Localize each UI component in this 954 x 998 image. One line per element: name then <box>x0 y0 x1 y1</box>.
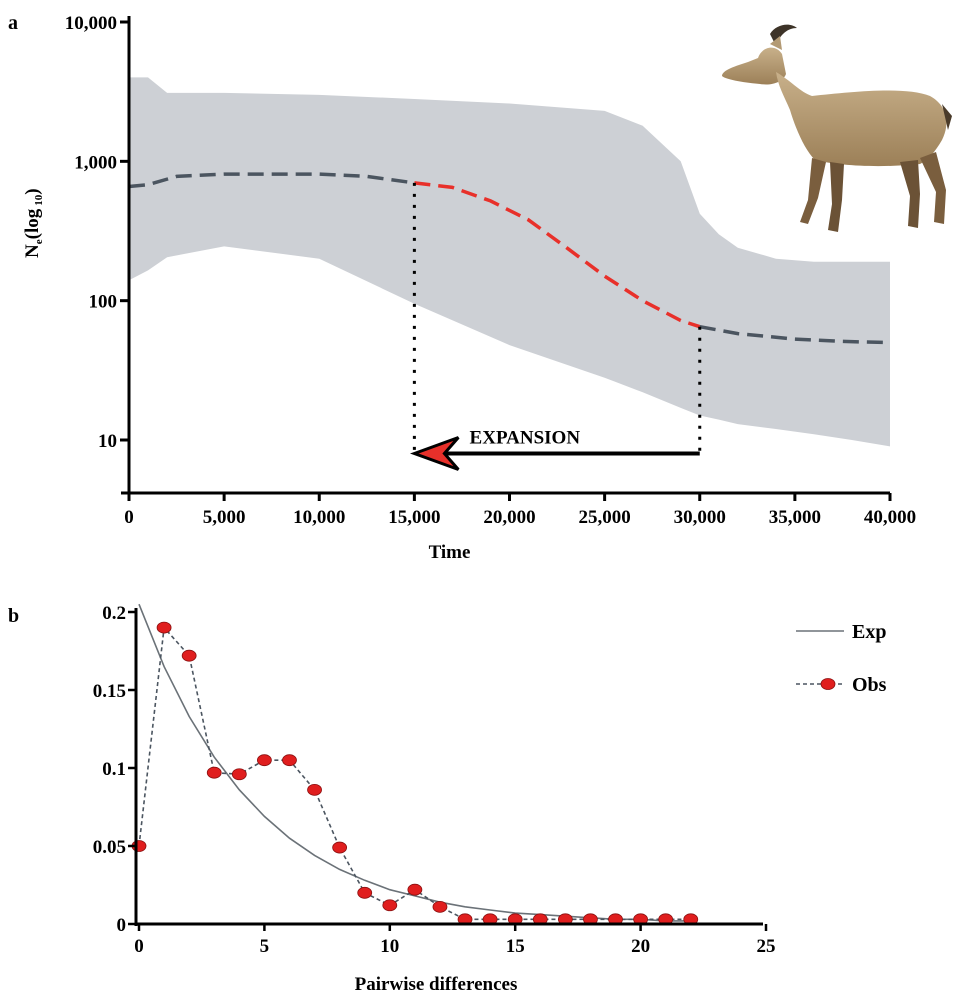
obs-point <box>332 841 348 854</box>
obs-point <box>181 649 197 662</box>
ibex-tail <box>942 104 952 130</box>
obs-point <box>357 886 373 899</box>
x-tick-label: 30,000 <box>674 507 726 528</box>
x-tick-label: 25,000 <box>579 507 631 528</box>
y-tick-label: 1,000 <box>74 152 117 173</box>
mismatch-distribution-lines <box>131 603 699 926</box>
obs-point <box>231 768 247 781</box>
expansion-label: EXPANSION <box>470 428 581 449</box>
ibex-body <box>776 72 947 167</box>
obs-point <box>407 883 423 896</box>
panel-b-axes: 0 5 10 15 20 25 0 0.05 0.1 0.15 0.2 <box>93 603 776 957</box>
ibex-illustration <box>722 24 952 232</box>
y-tick-label-b: 0.2 <box>102 603 126 624</box>
ibex-front-leg-left <box>800 158 826 224</box>
x-axis-label: Time <box>429 542 471 563</box>
obs-line <box>138 625 691 921</box>
x-tick-label-b: 5 <box>260 936 270 957</box>
panel-label-b: b <box>8 605 19 627</box>
obs-point <box>156 621 172 634</box>
panel-a-axes: 0 5,000 10,000 15,000 20,000 25,000 30,000 35,0… <box>65 13 916 528</box>
obs-point <box>206 766 222 779</box>
x-tick-label: 15,000 <box>388 507 440 528</box>
y-tick-label-b: 0 <box>117 915 127 936</box>
y-label-sub: e <box>33 239 45 244</box>
ibex-head <box>722 47 786 85</box>
x-tick-label-b: 20 <box>631 936 650 957</box>
y-label-main: N <box>22 244 43 258</box>
confidence-band-area <box>129 77 890 447</box>
panel-label-a: a <box>8 12 18 34</box>
ibex-hind-leg-right <box>920 152 946 224</box>
obs-point <box>307 783 322 796</box>
x-tick-label-b: 25 <box>757 936 776 957</box>
y-label-sub2: 10 <box>33 194 45 206</box>
x-axis-label-b: Pairwise differences <box>355 974 518 995</box>
obs-point <box>256 754 272 767</box>
x-tick-label-b: 0 <box>134 936 144 957</box>
y-tick-label-b: 0.15 <box>93 681 126 702</box>
panel-b-chart: 0 5 10 15 20 25 0 0.05 0.1 0.15 0.2 Pairwise diffe… <box>93 603 887 995</box>
y-tick-label: 100 <box>89 292 118 313</box>
x-tick-label-b: 10 <box>380 936 399 957</box>
y-tick-label: 10 <box>98 431 117 452</box>
exp-line <box>138 603 691 922</box>
ibex-ear <box>770 36 782 50</box>
y-axis-label: Ne(log 10) <box>22 188 45 258</box>
x-tick-label-b: 15 <box>506 936 525 957</box>
x-tick-label: 0 <box>124 507 134 528</box>
population-size-lines <box>128 172 891 345</box>
y-tick-label-b: 0.05 <box>93 837 126 858</box>
obs-point <box>282 754 297 767</box>
ne-line-segment-0 <box>128 172 415 189</box>
confidence-band <box>129 77 890 447</box>
legend-exp-label: Exp <box>852 621 886 643</box>
ibex-hind-leg-left <box>900 160 920 228</box>
x-tick-label: 10,000 <box>293 507 345 528</box>
obs-point <box>432 900 448 913</box>
expansion-arrow-head <box>409 436 460 471</box>
ne-line-segment-1 <box>414 181 701 329</box>
x-tick-label: 5,000 <box>203 507 246 528</box>
y-label-close: ) <box>22 188 43 194</box>
ibex-front-leg-right <box>828 162 844 232</box>
panel-a-chart: EXPANSION 0 5,000 10,000 15,000 20,000 25,000… <box>22 13 916 563</box>
x-tick-label: 35,000 <box>769 507 821 528</box>
x-tick-label: 20,000 <box>483 507 535 528</box>
expansion-annotation: EXPANSION <box>409 182 702 471</box>
y-tick-label: 10,000 <box>65 13 117 34</box>
ne-line-segment-2 <box>699 324 891 345</box>
y-tick-label-b: 0.1 <box>102 759 126 780</box>
x-tick-label: 40,000 <box>864 507 916 528</box>
y-label-rest: (log <box>22 208 43 239</box>
legend-obs-marker <box>820 678 836 690</box>
legend-obs-label: Obs <box>852 674 887 696</box>
legend: Exp Obs <box>796 621 887 696</box>
obs-point <box>382 899 398 912</box>
